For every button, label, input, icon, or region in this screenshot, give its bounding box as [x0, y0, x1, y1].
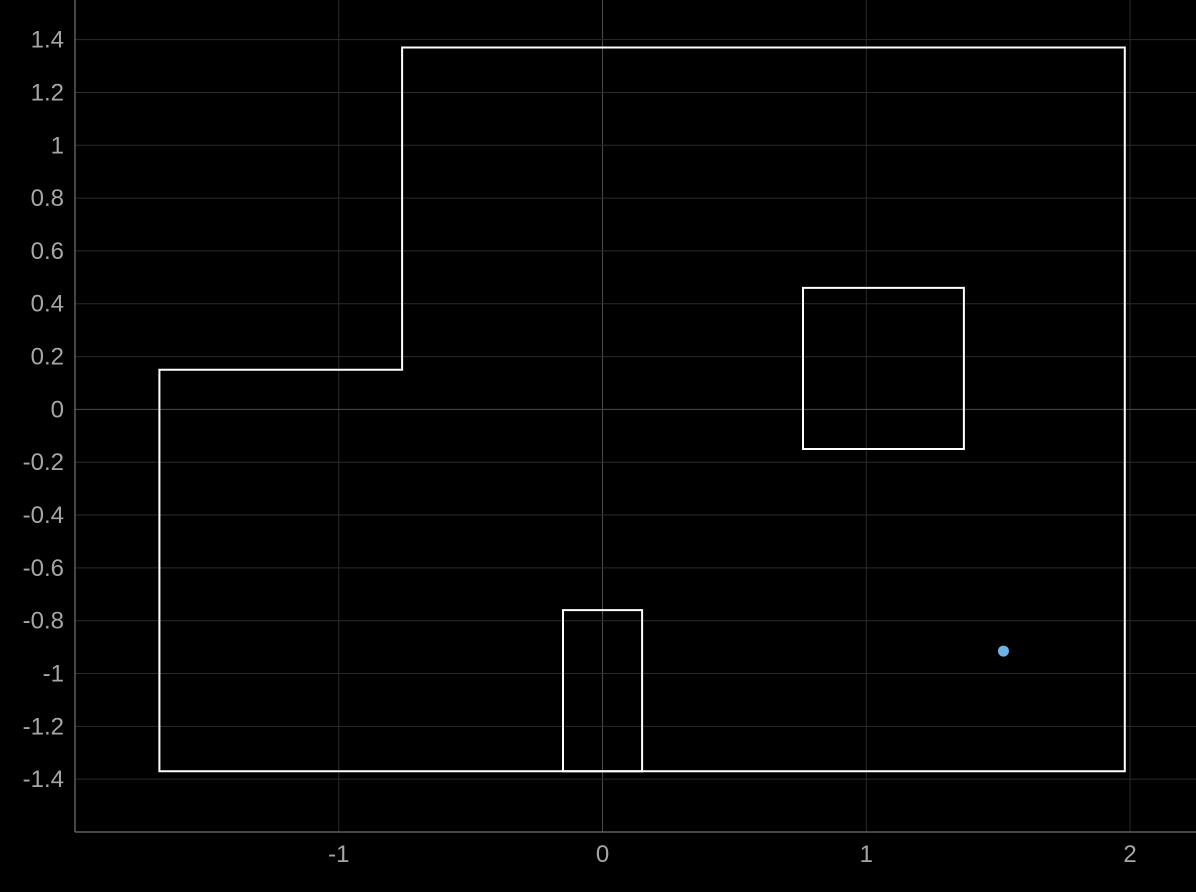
bottom-obstacle — [562, 609, 644, 773]
tick-labels: -1 0 1 2 1.4 1.2 1 0.8 0.6 0.4 0.2 0 -0.2 -0.4 -0.6 -0.… — [23, 27, 1137, 868]
y-tick-label: -0.6 — [23, 555, 64, 582]
y-tick-label: 1.4 — [31, 27, 64, 54]
y-tick-label: -0.2 — [23, 449, 64, 476]
y-tick-label: -0.8 — [23, 608, 64, 635]
points — [997, 645, 1009, 657]
y-tick-label: 0.4 — [31, 291, 64, 318]
axes — [74, 0, 1196, 833]
y-tick-label: 0.2 — [31, 344, 64, 371]
y-tick-label: -1.2 — [23, 713, 64, 740]
y-tick-label: 1.2 — [31, 79, 64, 106]
y-tick-label: 0.8 — [31, 185, 64, 212]
data-point — [997, 645, 1009, 657]
x-tick-label: 2 — [1123, 841, 1136, 868]
y-tick-label: -0.4 — [23, 502, 64, 529]
x-tick-label: 1 — [860, 841, 873, 868]
outer-boundary — [158, 46, 1126, 773]
y-tick-label: 0.6 — [31, 238, 64, 265]
y-tick-label: 1 — [51, 132, 64, 159]
grid-lines — [75, 0, 1196, 832]
shapes — [158, 46, 1126, 773]
x-tick-label: -1 — [328, 841, 349, 868]
y-tick-label: -1.4 — [23, 766, 64, 793]
y-tick-label: -1 — [43, 661, 64, 688]
x-tick-label: 0 — [596, 841, 609, 868]
square-obstacle — [802, 286, 965, 450]
y-tick-label: 0 — [51, 396, 64, 423]
